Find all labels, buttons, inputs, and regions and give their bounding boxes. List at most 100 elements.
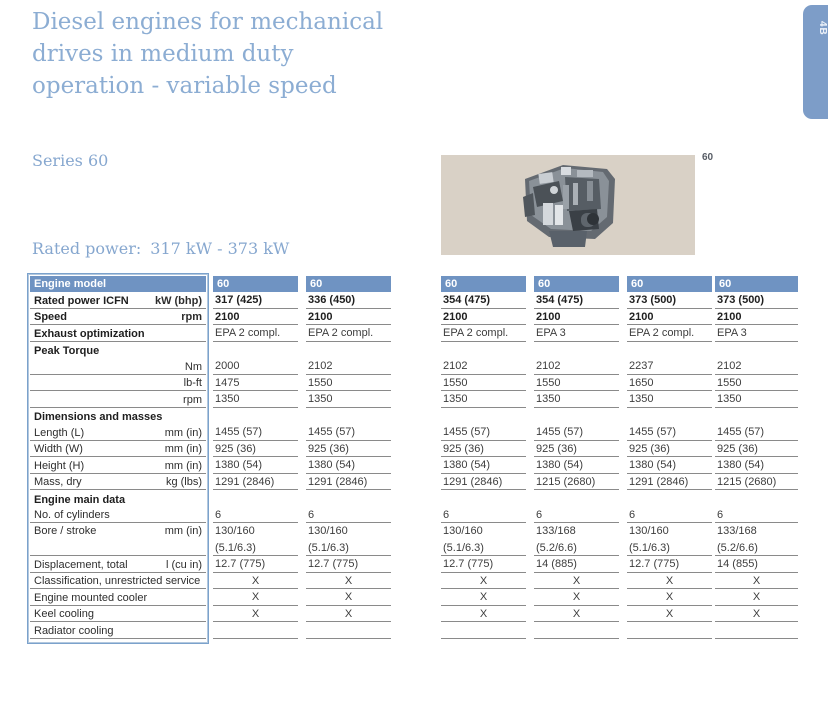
spec-cell: 12.7 (775) — [441, 556, 526, 573]
spec-cell: 2237 — [627, 358, 712, 375]
spec-row-label-text: Length (L) — [34, 426, 85, 439]
spec-cell: X — [306, 589, 391, 606]
spec-row-label: Displacement, total l (cu in) — [30, 556, 206, 573]
spec-row-label: Nm — [30, 358, 206, 375]
spec-cell: 14 (855) — [715, 556, 798, 573]
column-header: 60 — [441, 276, 526, 292]
spec-cell: X — [534, 606, 619, 622]
spec-cell: X — [306, 606, 391, 622]
spec-cell: 1291 (2846) — [441, 474, 526, 490]
rated-power-caption: Rated power: — [32, 239, 142, 258]
spec-cell: 373 (500) — [715, 292, 798, 309]
spec-cell: 6 — [715, 507, 798, 523]
spec-data-column: 60 317 (425) 2100 EPA 2 compl. 2000 1475 1350 1… — [213, 276, 298, 639]
spec-cell: 925 (36) — [534, 441, 619, 457]
spec-cell: 2100 — [627, 309, 712, 325]
spec-row-label: lb-ft — [30, 375, 206, 391]
spec-blank-cell — [441, 408, 526, 425]
spec-row-label-text: Rated power ICFN — [34, 294, 129, 307]
spec-row-label-text: Dimensions and masses — [34, 411, 163, 423]
spec-cell: X — [213, 573, 298, 589]
spec-blank-cell — [534, 490, 619, 507]
rated-power-value: 317 kW - 373 kW — [150, 239, 290, 258]
spec-cell: 925 (36) — [715, 441, 798, 457]
spec-row-label: Bore / stroke mm (in) — [30, 523, 206, 556]
spec-cell: 2102 — [534, 358, 619, 375]
spec-cell: 6 — [534, 507, 619, 523]
page-title: Diesel engines for mechanical drives in … — [32, 6, 383, 102]
spec-blank-cell — [306, 342, 391, 359]
spec-row-label-text: Width (W) — [34, 443, 83, 455]
spec-cell: 130/160 (5.1/6.3) — [306, 523, 391, 556]
spec-blank-cell — [715, 490, 798, 507]
spec-blank-cell — [213, 490, 298, 507]
spec-row-label-text: Displacement, total — [34, 558, 128, 571]
spec-label-column: Engine model Rated power ICFN kW (bhp) Spee… — [27, 273, 209, 644]
spec-cell: 336 (450) — [306, 292, 391, 309]
spec-cell: 1350 — [441, 391, 526, 408]
spec-cell: 2100 — [306, 309, 391, 325]
spec-cell: EPA 3 — [534, 325, 619, 342]
row-header-label: Engine model — [30, 276, 206, 292]
spec-blank-cell — [715, 342, 798, 359]
spec-row-label-text: Engine mounted cooler — [34, 591, 148, 604]
spec-cell: 1650 — [627, 375, 712, 391]
spec-cell — [627, 622, 712, 639]
spec-cell: X — [441, 606, 526, 622]
spec-data-column: 60 373 (500) 2100 EPA 3 2102 1550 1350 1455 (57… — [715, 276, 798, 639]
spec-row-label: Radiator cooling — [30, 622, 206, 639]
spec-cell: X — [715, 589, 798, 606]
spec-row-unit: l (cu in) — [165, 558, 202, 571]
spec-row-label: Exhaust optimization — [30, 325, 206, 342]
spec-cell: 354 (475) — [441, 292, 526, 309]
spec-row-label-text: Classification, unrestricted service — [34, 575, 201, 587]
spec-cell: 925 (36) — [441, 441, 526, 457]
spec-cell: 1350 — [213, 391, 298, 408]
spec-cell: 2100 — [715, 309, 798, 325]
spec-row-unit: rpm — [181, 311, 202, 323]
spec-cell: 925 (36) — [627, 441, 712, 457]
spec-cell: 1550 — [715, 375, 798, 391]
spec-cell: 1550 — [534, 375, 619, 391]
section-tab-4b[interactable]: 4B — [803, 5, 828, 119]
spec-cell: X — [627, 573, 712, 589]
spec-cell: X — [715, 606, 798, 622]
column-header: 60 — [627, 276, 712, 292]
spec-row-label-text: Mass, dry — [34, 476, 82, 488]
engine-photo-number: 60 — [702, 152, 714, 163]
spec-cell: 1550 — [306, 375, 391, 391]
spec-cell: 1350 — [627, 391, 712, 408]
spec-cell: 130/160 (5.1/6.3) — [213, 523, 298, 556]
spec-cell: EPA 2 compl. — [441, 325, 526, 342]
spec-cell — [534, 622, 619, 639]
spec-cell: 354 (475) — [534, 292, 619, 309]
series-label: Series 60 — [32, 151, 109, 170]
spec-cell: 2100 — [213, 309, 298, 325]
spec-cell: 130/160 (5.1/6.3) — [441, 523, 526, 556]
spec-cell: 1350 — [715, 391, 798, 408]
spec-row-unit: mm (in) — [164, 525, 202, 537]
spec-cell: 2102 — [441, 358, 526, 375]
spec-cell: X — [441, 589, 526, 606]
spec-blank-cell — [213, 342, 298, 359]
spec-cell: 1455 (57) — [306, 424, 391, 441]
spec-cell: 1455 (57) — [715, 424, 798, 441]
spec-cell: 6 — [441, 507, 526, 523]
spec-cell: X — [715, 573, 798, 589]
spec-cell: EPA 2 compl. — [213, 325, 298, 342]
spec-table: Engine model Rated power ICFN kW (bhp) Spee… — [27, 273, 800, 647]
spec-data-column: 60 336 (450) 2100 EPA 2 compl. 2102 1550 1350 1… — [306, 276, 391, 639]
spec-cell: EPA 2 compl. — [627, 325, 712, 342]
spec-cell: 2100 — [441, 309, 526, 325]
spec-section-label: Dimensions and masses — [30, 408, 206, 425]
spec-row-label-text: Exhaust optimization — [34, 327, 145, 340]
spec-row-label: Mass, dry kg (lbs) — [30, 474, 206, 490]
engine-photo — [441, 155, 695, 255]
spec-cell — [306, 622, 391, 639]
spec-row-label-text: Radiator cooling — [34, 624, 114, 637]
spec-cell: 133/168 (5.2/6.6) — [715, 523, 798, 556]
spec-cell: 12.7 (775) — [213, 556, 298, 573]
spec-row-unit: mm (in) — [164, 459, 202, 472]
spec-cell: 925 (36) — [213, 441, 298, 457]
